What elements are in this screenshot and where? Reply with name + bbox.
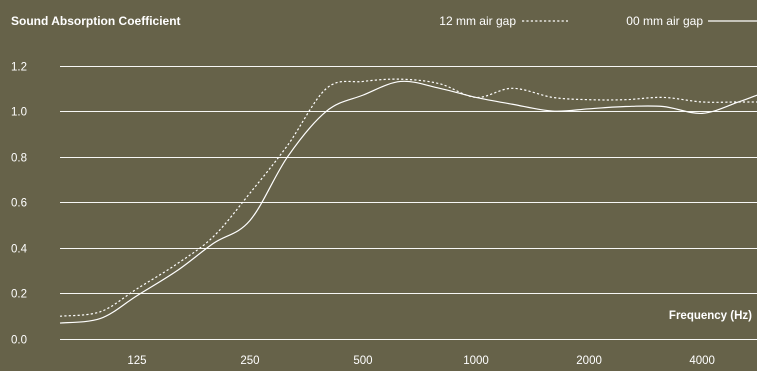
x-axis-label: Frequency (Hz) (669, 310, 752, 322)
chart-title: Sound Absorption Coefficient (11, 14, 181, 28)
y-tick-label: 0.0 (11, 335, 27, 347)
legend: 12 mm air gap 00 mm air gap (439, 14, 757, 28)
y-tick-label: 0.4 (11, 244, 28, 256)
x-tick-label: 250 (240, 355, 259, 367)
series-line-12mm-air-gap (59, 78, 757, 317)
y-axis-ticks: 0.0 0.2 0.4 0.6 0.8 1.0 1.2 (11, 62, 28, 347)
series-lines (59, 78, 757, 324)
x-tick-label: 2000 (576, 355, 602, 367)
legend-label-12mm: 12 mm air gap (439, 14, 516, 28)
x-tick-label: 500 (353, 355, 372, 367)
y-tick-label: 1.0 (11, 107, 27, 119)
gridlines (60, 66, 757, 340)
y-tick-label: 0.8 (11, 153, 27, 165)
x-axis-ticks: 125 250 500 1000 2000 4000 (127, 355, 715, 367)
legend-label-00mm: 00 mm air gap (626, 14, 703, 28)
y-tick-label: 1.2 (11, 62, 27, 74)
x-tick-label: 125 (127, 355, 146, 367)
y-tick-label: 0.2 (11, 289, 27, 301)
x-tick-label: 1000 (463, 355, 489, 367)
series-line-00mm-air-gap (59, 80, 757, 324)
x-tick-label: 4000 (689, 355, 715, 367)
y-tick-label: 0.6 (11, 198, 27, 210)
